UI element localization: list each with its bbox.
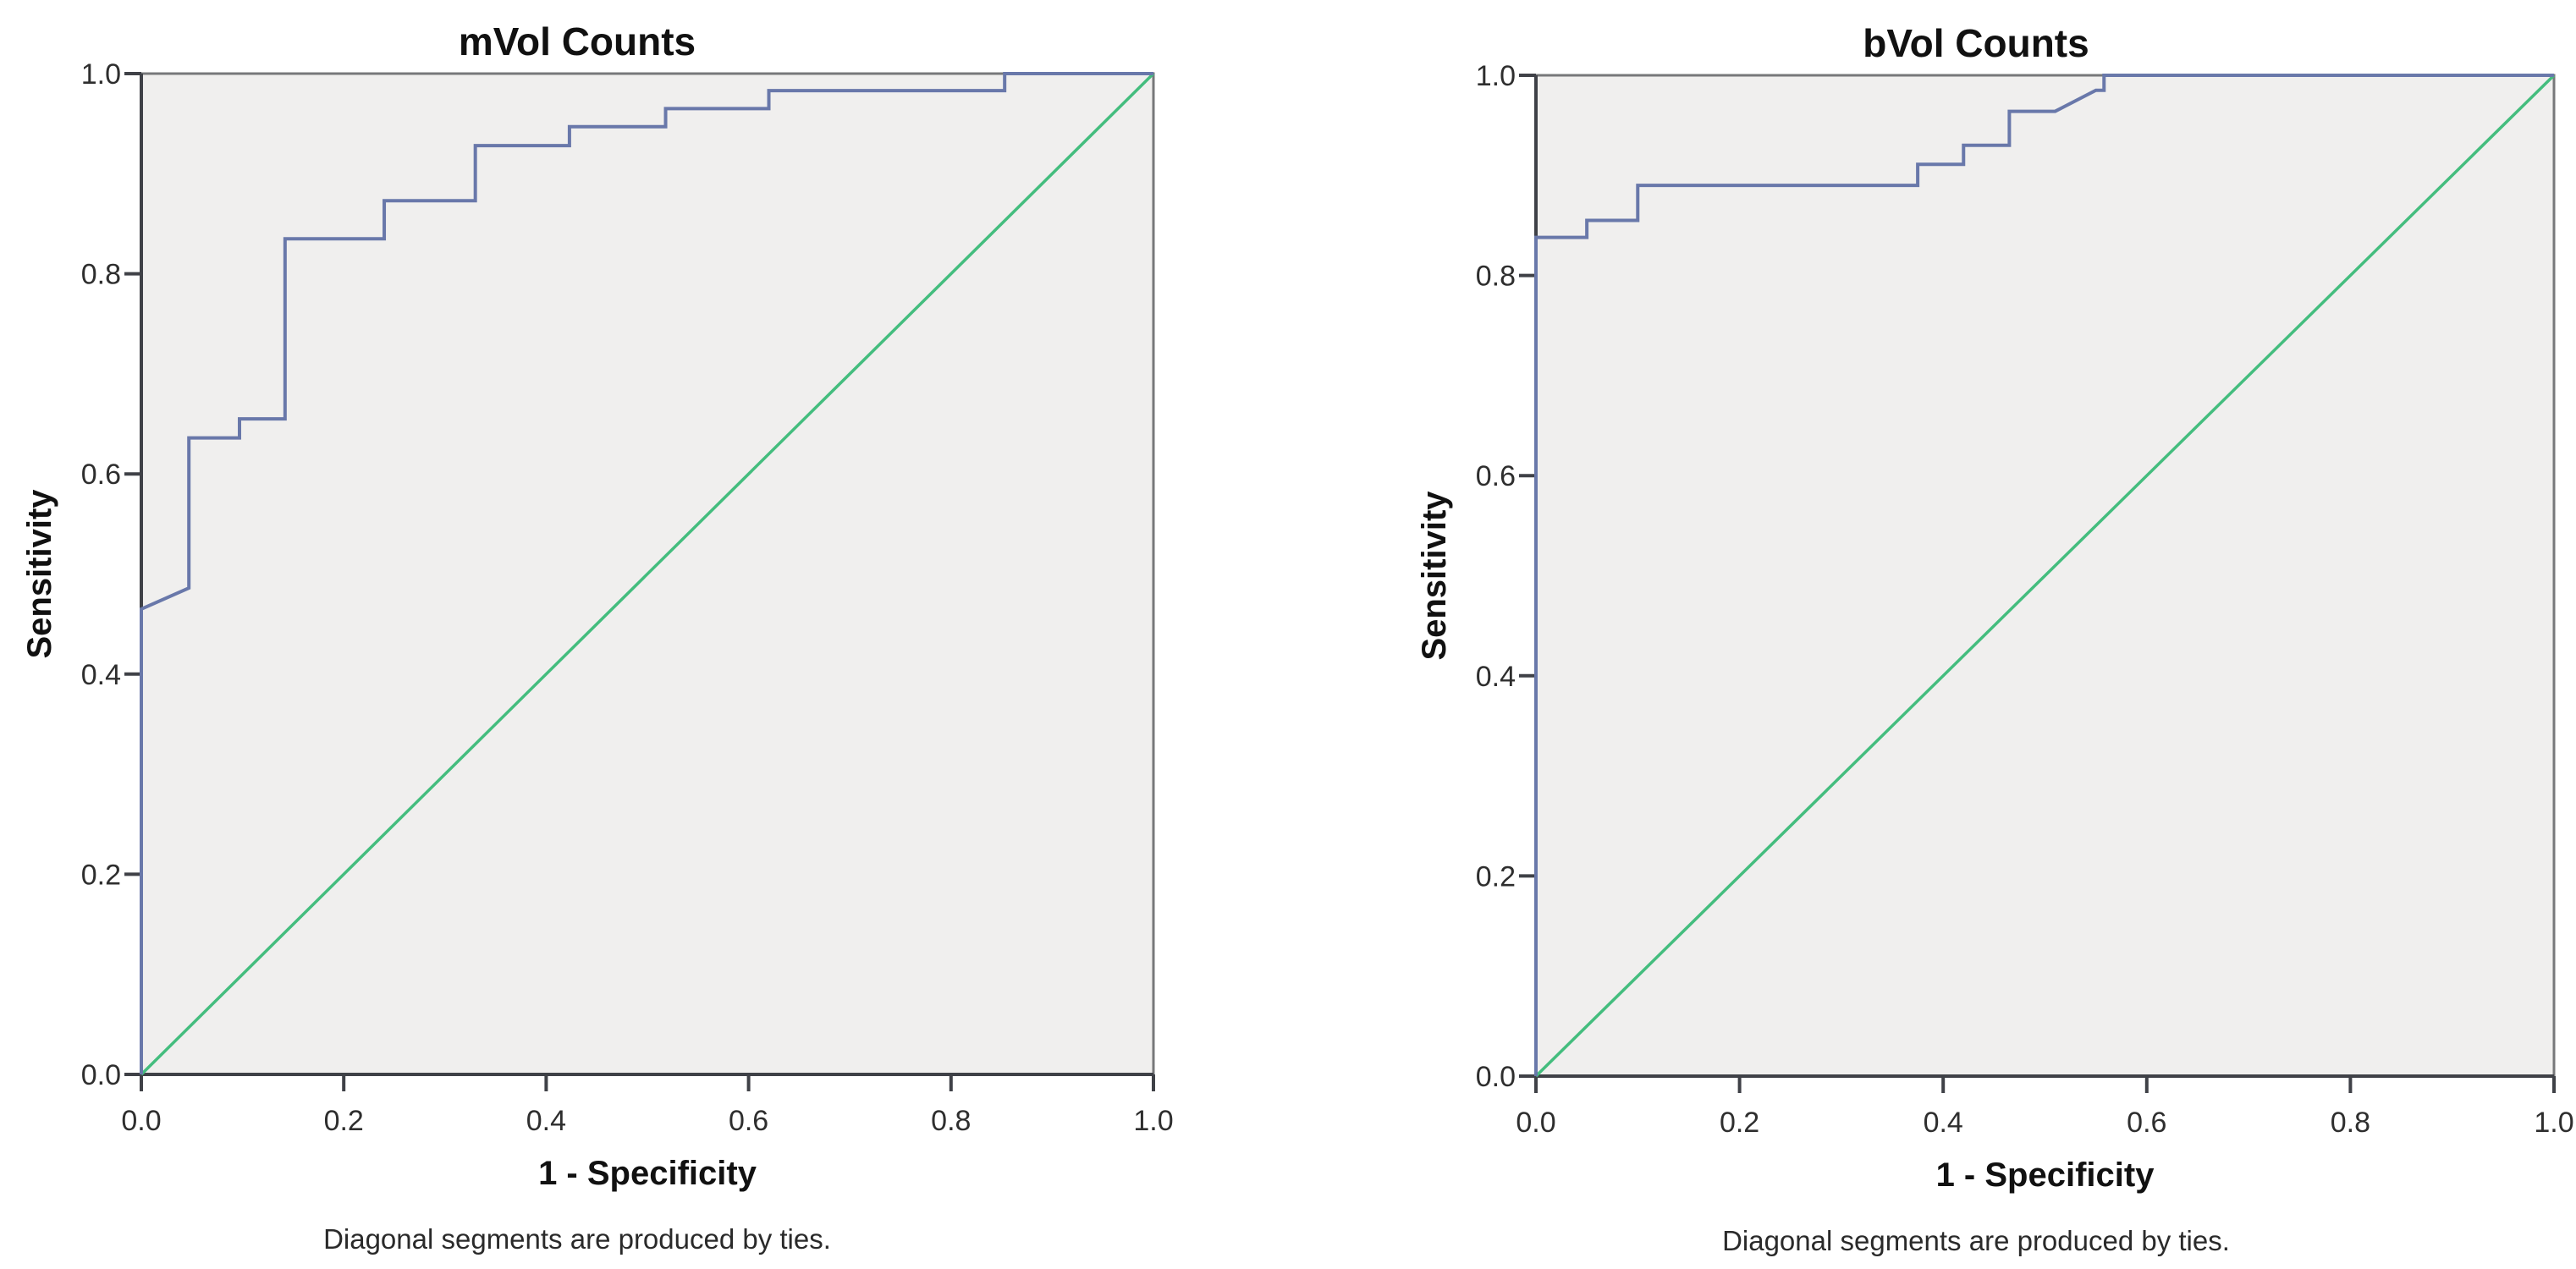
chart-title: mVol Counts	[459, 19, 696, 63]
x-tick-label: 0.8	[931, 1105, 971, 1137]
roc-chart-mvol: 0.0 0.2 0.4 0.6 0.8 1.0 0.0 0.2 0.4 0.6 0.8 1.0 mVol…	[21, 19, 1174, 1255]
y-tick-label: 0.4	[81, 659, 121, 691]
y-tick-label: 0.0	[1476, 1061, 1516, 1093]
panel-mvol: 0.0 0.2 0.4 0.6 0.8 1.0 0.0 0.2 0.4 0.6 0.8 1.0 mVol…	[21, 19, 1174, 1255]
x-tick-label: 0.4	[526, 1105, 566, 1137]
x-tick-label: 1.0	[2534, 1107, 2573, 1139]
roc-curve-line	[140, 72, 1153, 1074]
x-tick-label: 0.2	[324, 1105, 364, 1137]
y-tick-label: 0.6	[81, 459, 121, 491]
x-tick-label: 0.8	[2331, 1107, 2370, 1139]
ties-caption: Diagonal segments are produced by ties.	[323, 1223, 831, 1255]
y-tick-label: 0.2	[81, 859, 121, 891]
y-tick-label: 1.0	[1476, 60, 1516, 92]
y-tick-label: 0.6	[1476, 460, 1516, 492]
y-tick-label: 0.2	[1476, 860, 1516, 893]
x-tick-label: 0.6	[2127, 1107, 2166, 1139]
y-tick-label: 0.0	[81, 1059, 121, 1091]
x-axis-label: 1 - Specificity	[1936, 1156, 2155, 1194]
reference-diagonal-line	[140, 72, 1155, 1076]
roc-curve-line	[1534, 74, 2554, 1076]
x-tick-label: 0.6	[729, 1105, 768, 1137]
y-tick-label: 0.8	[1476, 261, 1516, 293]
ties-caption: Diagonal segments are produced by ties.	[1722, 1225, 2230, 1256]
x-tick-label: 1.0	[1133, 1105, 1173, 1137]
y-tick-label: 0.4	[1476, 661, 1516, 693]
x-tick-label: 0.4	[1924, 1107, 1963, 1139]
y-axis-label: Sensitivity	[21, 489, 58, 659]
x-tick-label: 0.0	[121, 1105, 161, 1137]
roc-chart-bvol: 0.0 0.2 0.4 0.6 0.8 1.0 0.0 0.2 0.4 0.6 0.8 1.0 bVol…	[1416, 21, 2574, 1256]
y-axis-label: Sensitivity	[1416, 491, 1453, 661]
reference-diagonal-line	[1534, 74, 2556, 1078]
y-tick-label: 0.8	[81, 259, 121, 291]
chart-title: bVol Counts	[1863, 21, 2089, 65]
panel-bvol: 0.0 0.2 0.4 0.6 0.8 1.0 0.0 0.2 0.4 0.6 0.8 1.0 bVol…	[1288, 0, 2576, 1269]
x-tick-label: 0.2	[1720, 1107, 1759, 1139]
y-tick-label: 1.0	[81, 58, 121, 91]
x-tick-label: 0.0	[1516, 1107, 1555, 1139]
x-axis-label: 1 - Specificity	[538, 1155, 757, 1192]
